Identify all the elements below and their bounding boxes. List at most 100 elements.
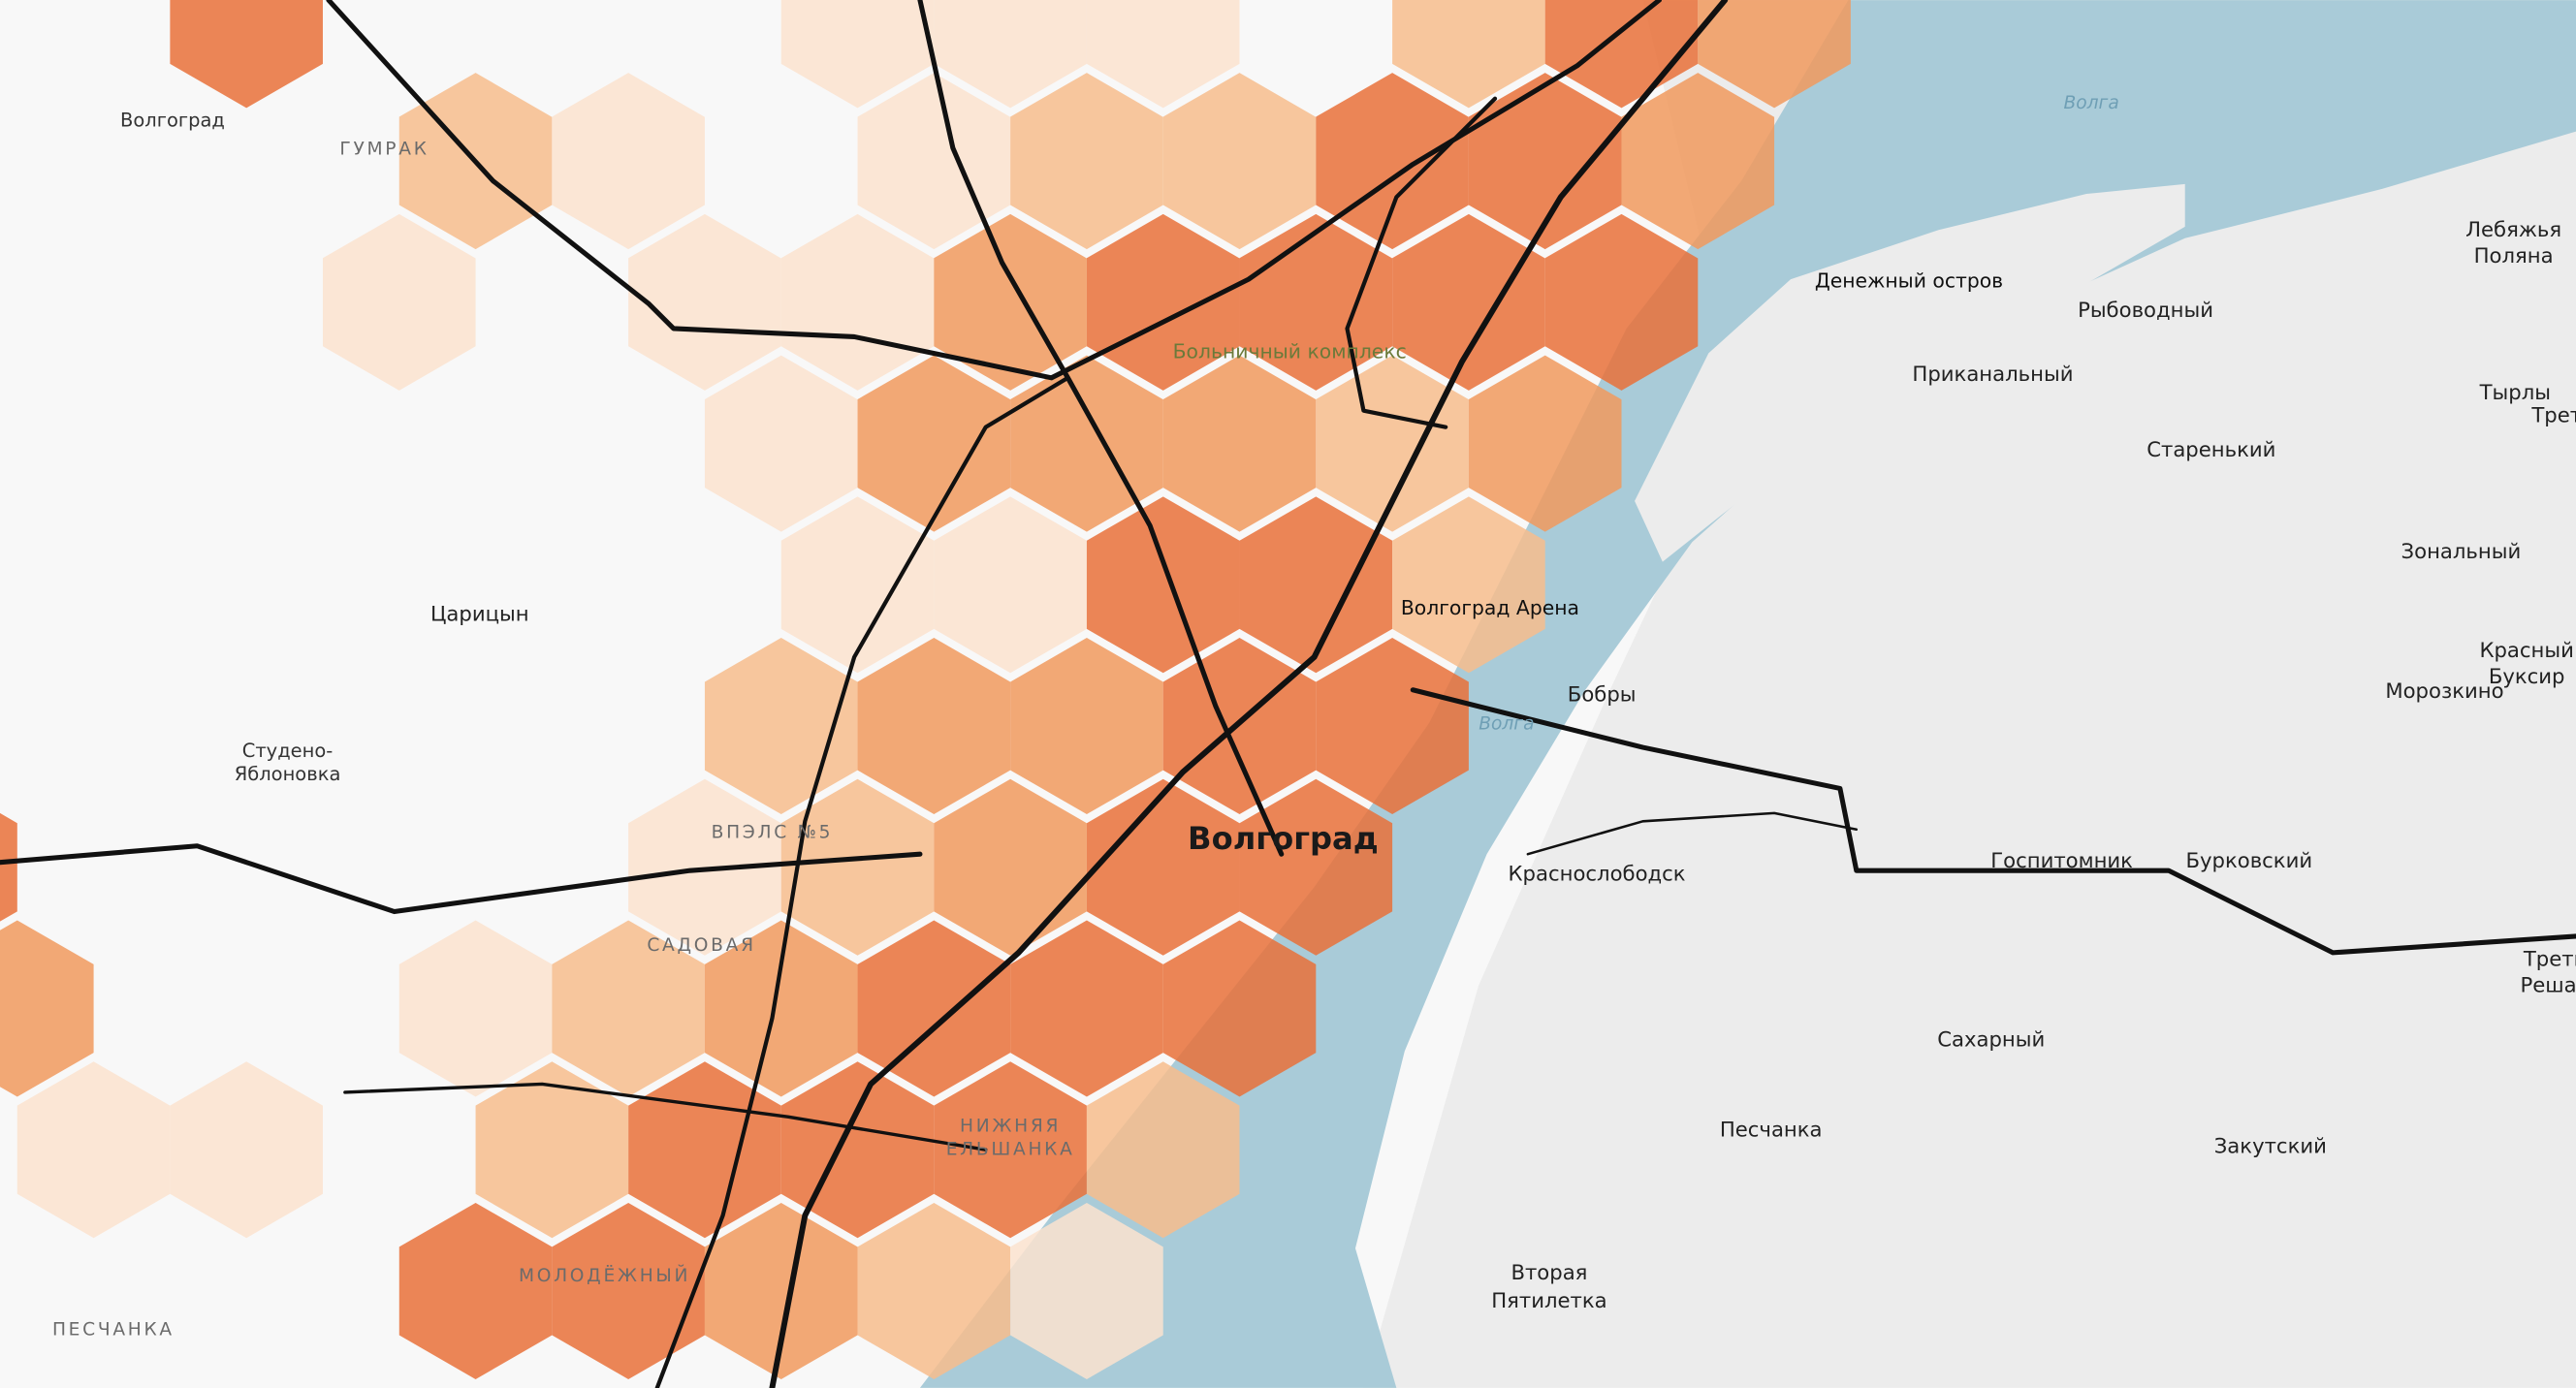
road (343, 1082, 988, 1151)
hex-cell (322, 213, 476, 391)
hex-cell (1010, 638, 1163, 815)
hex-cell (16, 1061, 171, 1239)
water-label: Волга (2063, 93, 2118, 113)
hex-cell (934, 0, 1087, 109)
hex-cell (1086, 213, 1240, 391)
hex-cell (1316, 355, 1469, 532)
hex-cell (1392, 496, 1545, 674)
hex-cell (1392, 0, 1545, 109)
hex-cell (1086, 1061, 1240, 1239)
place-label: Лебяжья Поляна (2465, 217, 2561, 268)
hex-cell (1010, 355, 1163, 532)
hex-cell (1392, 213, 1545, 391)
place-label: Красный Буксир (2479, 638, 2573, 688)
place-label: Царицын (430, 602, 529, 626)
hex-cell (1621, 73, 1775, 250)
place-label: Волгоград (120, 110, 225, 132)
hex-cell (1239, 496, 1393, 674)
place-label: Песчанка (1720, 1118, 1823, 1142)
hex-cell (1010, 1202, 1163, 1379)
hex-cell (780, 0, 935, 109)
place-label: Закутский (2214, 1134, 2327, 1158)
hex-cell (857, 1202, 1011, 1379)
road (1526, 811, 1859, 856)
island (1635, 183, 2185, 562)
road (654, 375, 1070, 1388)
place-label: Бурковский (2185, 848, 2312, 872)
district-label: ПЕСЧАНКА (52, 1320, 175, 1341)
hex-cell (170, 1061, 323, 1239)
place-label: Вторая Пятилетка (1491, 1260, 1606, 1312)
hex-cell (1698, 0, 1851, 109)
hex-cell (552, 73, 705, 250)
hex-cell (170, 0, 323, 109)
hex-cell (398, 920, 553, 1097)
place-label: Госпитомник (1990, 848, 2133, 872)
water-label: Волга (1479, 713, 1534, 734)
place-label: Приканальный (1912, 362, 2073, 386)
place-label: ТретьРешак (2521, 946, 2576, 996)
hex-cell (704, 920, 858, 1097)
district-label: ВПЭЛС №5 (712, 822, 834, 842)
road (326, 0, 1663, 381)
hex-cell (1468, 73, 1622, 250)
district-label: САДОВАЯ (647, 935, 755, 956)
place-label: Тырлы (2479, 380, 2551, 404)
place-label: Треть (2530, 403, 2576, 427)
hex-cell (628, 213, 781, 391)
hex-cell (780, 778, 935, 956)
hex-cell (1086, 496, 1240, 674)
place-label: Зональный (2401, 539, 2522, 563)
hex-cell (780, 496, 935, 674)
poi-label: Волгоград Арена (1401, 596, 1579, 619)
hex-cell (1162, 920, 1317, 1097)
district-label: ГУМРАК (339, 139, 429, 159)
hex-cell (1162, 355, 1317, 532)
city-label: Волгоград (1188, 820, 1379, 857)
place-label: Старенький (2147, 437, 2275, 461)
hex-cell (704, 1202, 858, 1379)
place-label: Денежный остров (1815, 269, 2003, 293)
land-east (1363, 0, 2576, 1388)
place-label: Бобры (1568, 682, 1637, 707)
place-label: Сахарный (1937, 1026, 2045, 1051)
place-label: Краснослободск (1509, 861, 1686, 885)
district-label: НИЖНЯЯ ЕЛЬШАНКА (946, 1117, 1075, 1160)
district-label: МОЛОДЁЖНЫЙ (519, 1264, 690, 1286)
hex-cell (857, 355, 1011, 532)
river (919, 0, 2576, 1388)
hex-cell (1010, 73, 1163, 250)
hex-cell (780, 1061, 935, 1239)
hex-cell (857, 638, 1011, 815)
hex-cell (1544, 213, 1699, 391)
road (1410, 687, 2576, 956)
hex-cell (0, 920, 94, 1097)
hex-cell (857, 920, 1011, 1097)
hex-cell (1086, 778, 1240, 956)
hex-cell (1468, 355, 1622, 532)
road (1345, 96, 1498, 429)
hex-cell (857, 73, 1011, 250)
road (0, 843, 923, 915)
hex-cell (934, 496, 1087, 674)
hex-cell (552, 920, 705, 1097)
hex-cell (934, 1061, 1087, 1239)
hex-cell (552, 1202, 705, 1379)
road (769, 0, 1729, 1388)
hex-cell (934, 778, 1087, 956)
hex-cell (704, 355, 858, 532)
hex-cell (475, 1061, 629, 1239)
place-label: Морозкино (2385, 678, 2503, 703)
hex-cell (1239, 778, 1393, 956)
place-label: Рыбоводный (2078, 298, 2213, 322)
labels: Волгоград ГУМРАК Волга Денежный остров Л… (52, 93, 2576, 1341)
hex-cell (1316, 638, 1469, 815)
hex-cell (398, 1202, 553, 1379)
poi-label: Больничный комплекс (1173, 339, 1407, 363)
hex-cell (1086, 0, 1240, 109)
hex-cell (1010, 920, 1163, 1097)
hex-cell (1162, 73, 1317, 250)
density-hexes (0, 0, 1851, 1379)
